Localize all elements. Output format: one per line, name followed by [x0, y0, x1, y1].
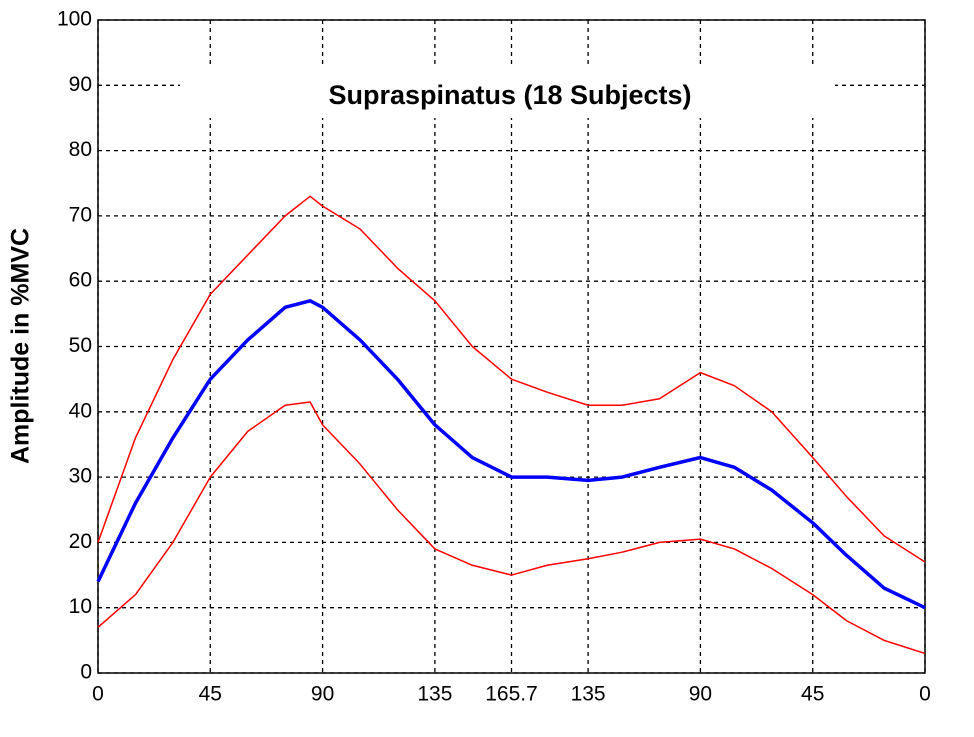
x-tick-label: 90: [689, 683, 712, 706]
data-line: [97, 195, 926, 563]
x-tick-label: 45: [801, 683, 824, 706]
x-tick-label: 135: [417, 683, 452, 706]
y-tick-label: 90: [69, 73, 92, 96]
y-axis-label: Amplitude in %MVC: [7, 228, 35, 464]
x-tick-label: 0: [919, 683, 931, 706]
y-tick-label: 60: [69, 269, 92, 292]
data-line: [97, 401, 926, 655]
x-tick-label: 45: [199, 683, 222, 706]
x-tick-label: 0: [92, 683, 104, 706]
x-tick-label: 165.7: [485, 683, 538, 706]
grid: [97, 19, 926, 674]
y-tick-label: 80: [69, 138, 92, 161]
y-tick-label: 20: [69, 530, 92, 553]
y-tick-label: 50: [69, 334, 92, 357]
y-tick-label: 30: [69, 465, 92, 488]
y-tick-label: 70: [69, 203, 92, 226]
title-background: [180, 68, 835, 118]
y-tick-label: 10: [69, 595, 92, 618]
y-tick-label: 100: [57, 8, 92, 31]
x-tick-label: 135: [571, 683, 606, 706]
data-line: [96, 299, 926, 610]
y-tick-label: 40: [69, 399, 92, 422]
chart-title: Supraspinatus (18 Subjects): [328, 80, 691, 110]
x-tick-label: 90: [311, 683, 334, 706]
y-tick-label: 0: [80, 661, 92, 684]
